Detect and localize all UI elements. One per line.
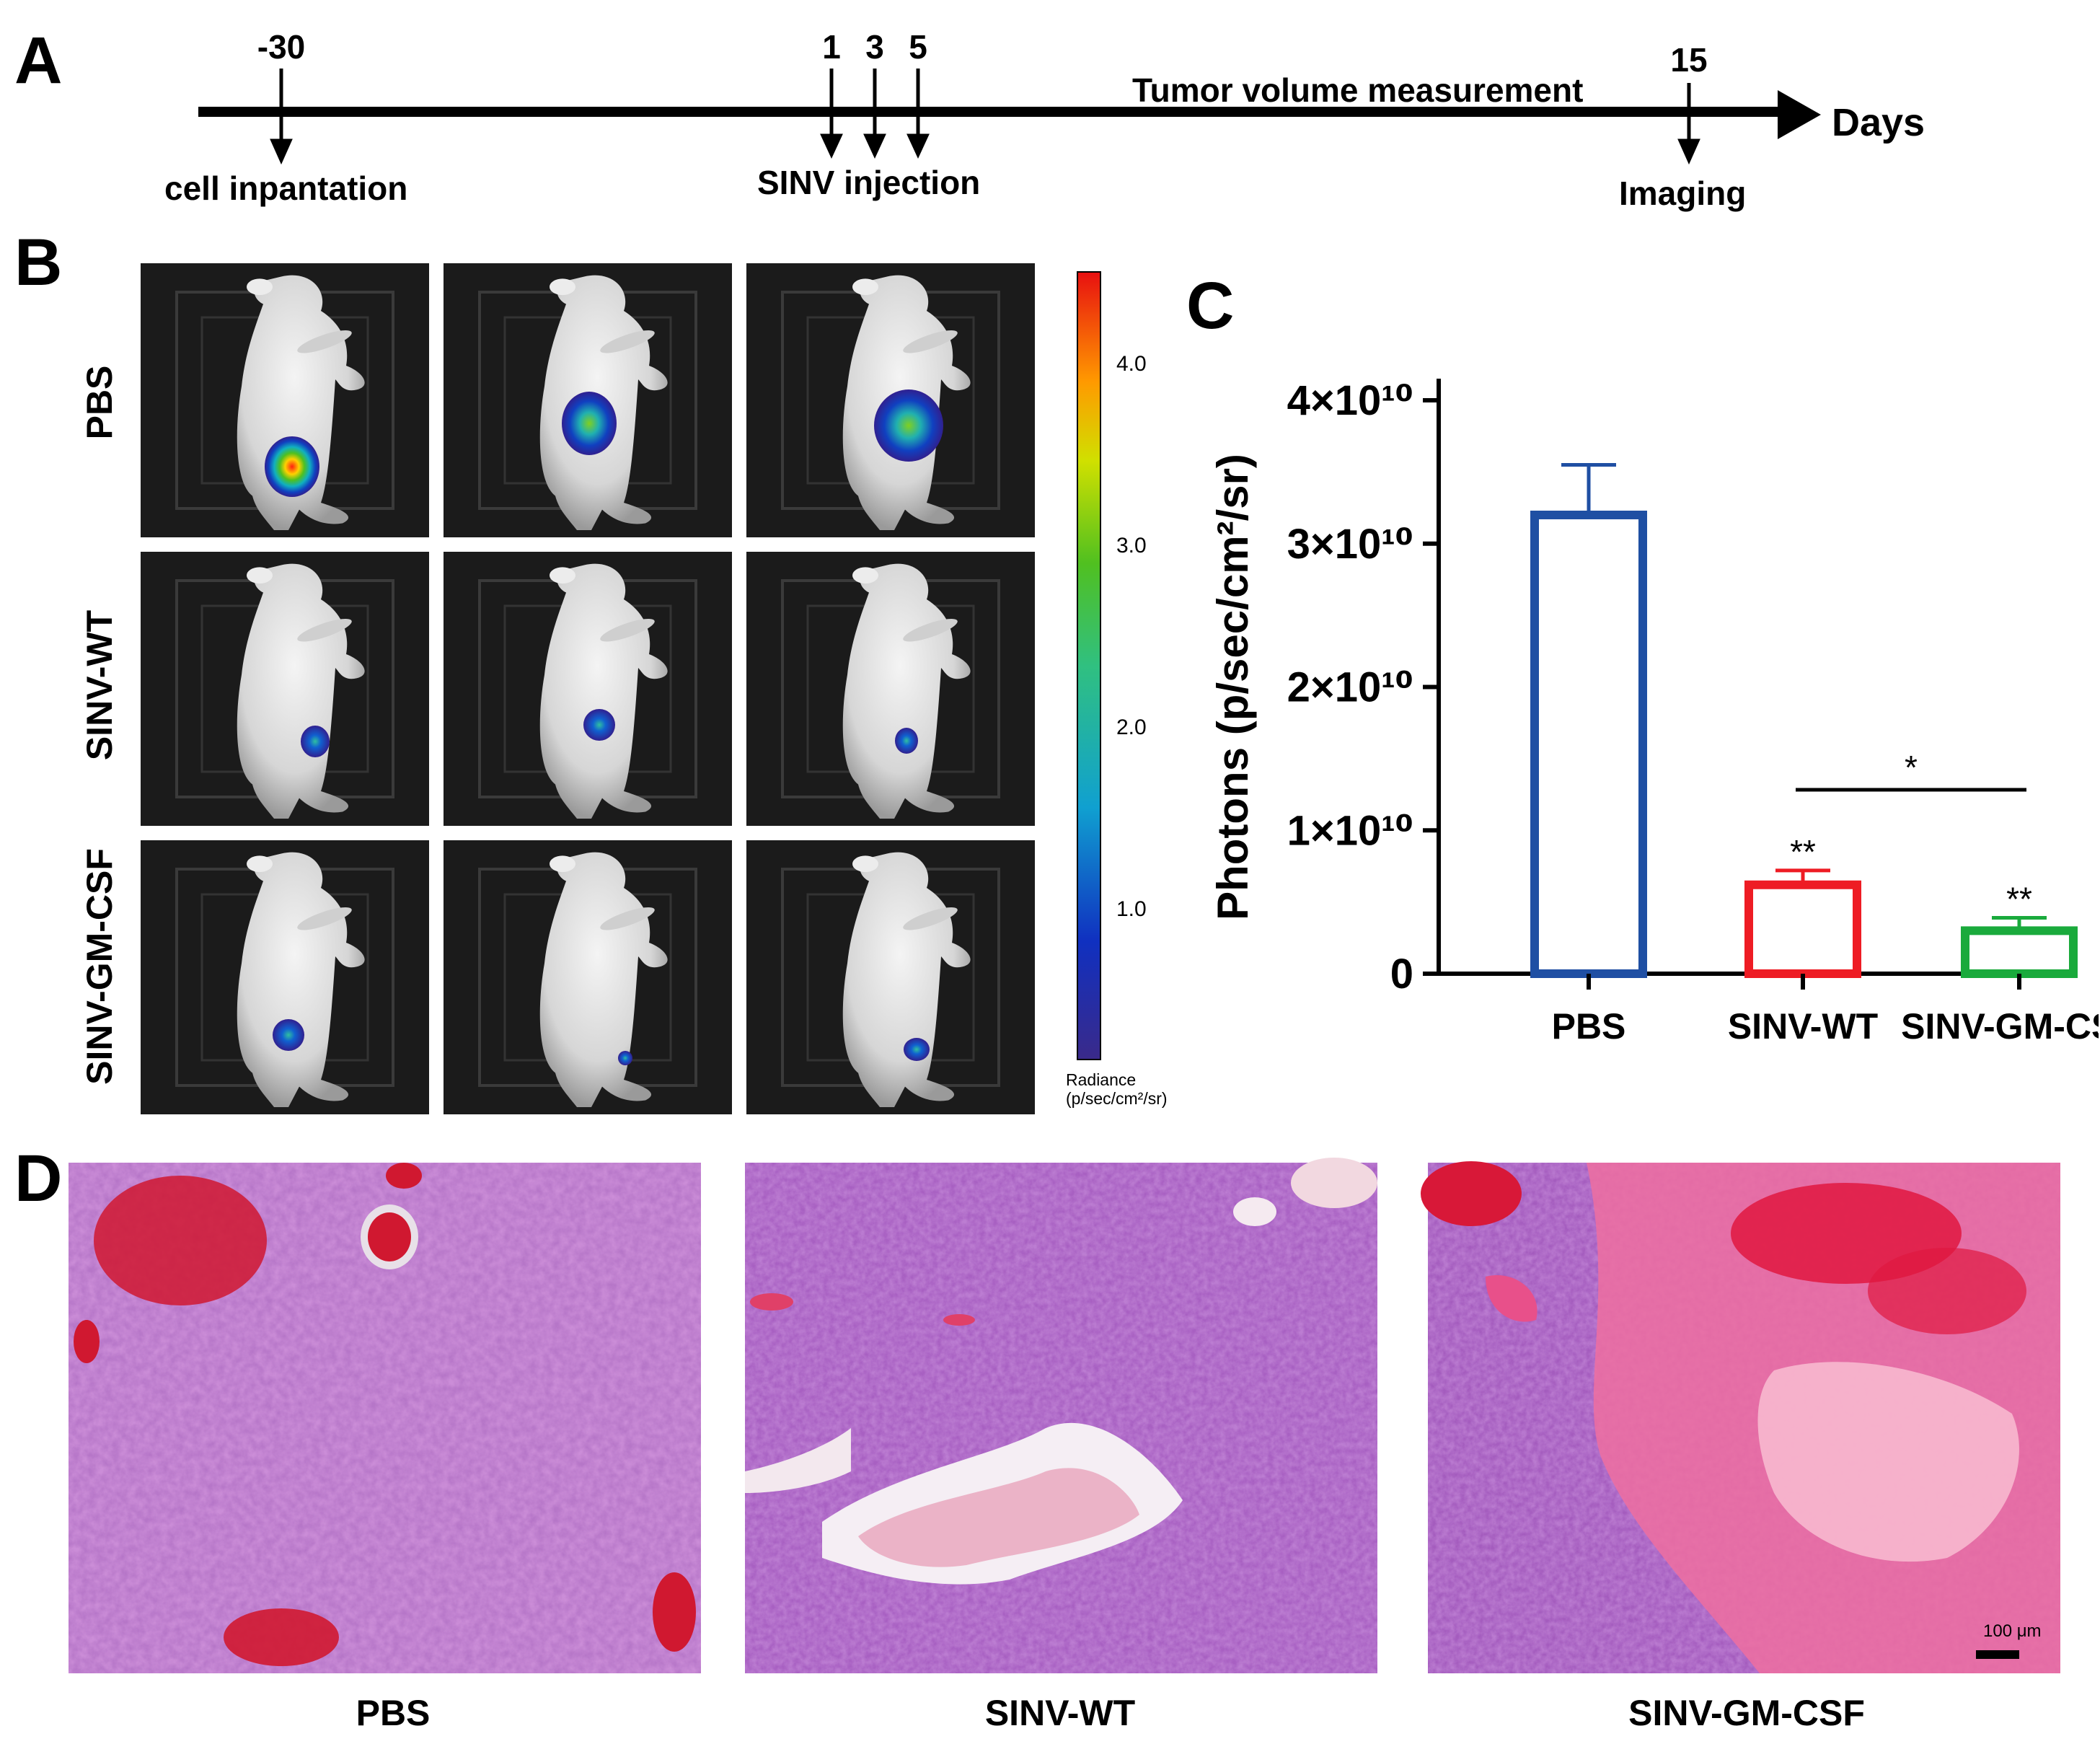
histology-label-sinv-gm-csf: SINV-GM-CSF	[1628, 1693, 1865, 1733]
y-axis-label: Photons (p/sec/cm²/sr)	[1209, 454, 1257, 920]
ivis-pbs-1	[141, 263, 431, 539]
ivis-pbs-3	[745, 263, 1036, 539]
colorbar-tick-1: 1.0	[1116, 897, 1147, 921]
histology-images	[69, 1158, 2060, 1673]
ivis-sinv-gm-csf-3	[745, 839, 1036, 1114]
y-tick-label: 0	[1390, 951, 1413, 997]
ivis-sinv-gm-csf-2	[442, 839, 733, 1114]
significance-marker: *	[1905, 749, 1918, 786]
panel-d-letter: D	[14, 1142, 63, 1215]
y-tick-label: 2×10¹⁰	[1287, 664, 1413, 711]
radiance-colorbar	[1077, 271, 1101, 1060]
ivis-image-grid	[141, 263, 1036, 1114]
imaging-row-label-sinv-gm-csf: SINV-GM-CSF	[79, 848, 120, 1085]
scale-bar	[1976, 1650, 2019, 1659]
colorbar-tick-4: 4.0	[1116, 352, 1147, 376]
panel-c-letter: C	[1186, 269, 1235, 343]
scale-bar-label: 100 μm	[1983, 1621, 2042, 1641]
y-tick-label: 3×10¹⁰	[1287, 521, 1413, 568]
timeline-day-5: 5	[909, 28, 927, 66]
timeline-axis-label: Days	[1832, 101, 1925, 144]
significance-marker: **	[2006, 880, 2032, 917]
y-tick-label: 4×10¹⁰	[1287, 377, 1413, 424]
timeline-label-sinv-injection: SINV injection	[757, 164, 981, 201]
histology-pbs	[69, 1163, 701, 1673]
ivis-sinv-gm-csf-1	[141, 839, 431, 1114]
event-arrowhead-day-minus30	[270, 138, 293, 165]
timeline-day-minus30: -30	[257, 28, 306, 66]
timeline-label-measurement: Tumor volume measurement	[1132, 71, 1584, 109]
colorbar-tick-3: 3.0	[1116, 534, 1147, 558]
colorbar-title-line2: (p/sec/cm²/sr)	[1066, 1089, 1168, 1109]
histology-label-pbs: PBS	[356, 1693, 431, 1733]
timeline-day-1: 1	[822, 28, 841, 66]
timeline-day-15: 15	[1670, 41, 1708, 79]
bar-sinv-gm-csf	[1961, 926, 2078, 978]
timeline-label-cell-implantation: cell inpantation	[164, 169, 408, 207]
bar-sinv-wt	[1744, 880, 1861, 979]
x-tick-label: SINV-GM-CSF	[1901, 1006, 2099, 1047]
timeline-arrowhead	[1778, 90, 1821, 139]
histology-sinv-wt	[745, 1158, 1377, 1673]
histology-sinv-gm-csf	[1421, 1161, 2060, 1673]
imaging-row-label-sinv-wt: SINV-WT	[79, 609, 120, 761]
ivis-sinv-wt-3	[745, 550, 1036, 827]
colorbar-title: Radiance (p/sec/cm²/sr)	[1066, 1070, 1168, 1109]
colorbar-title-line1: Radiance	[1066, 1070, 1137, 1089]
y-tick-label: 1×10¹⁰	[1287, 807, 1413, 854]
timeline-label-imaging: Imaging	[1619, 175, 1747, 212]
colorbar-tick-2: 2.0	[1116, 715, 1147, 739]
ivis-pbs-2	[442, 263, 733, 539]
photon-bar-chart: 0 1×10¹⁰ 2×10¹⁰ 3×10¹⁰ 4×10¹⁰ Photons (p/sec/…	[1209, 377, 2099, 1047]
panel-a-letter: A	[14, 24, 63, 97]
x-tick-label: SINV-WT	[1728, 1006, 1878, 1047]
bar-pbs	[1530, 511, 1647, 978]
ivis-sinv-wt-2	[442, 550, 733, 827]
timeline-day-3: 3	[865, 28, 884, 66]
imaging-row-label-pbs: PBS	[79, 365, 120, 440]
ivis-sinv-wt-1	[141, 550, 431, 827]
histology-label-sinv-wt: SINV-WT	[984, 1693, 1136, 1733]
x-tick-label: PBS	[1552, 1006, 1626, 1047]
timeline-diagram	[198, 69, 1821, 165]
significance-marker: **	[1790, 833, 1816, 871]
panel-b-letter: B	[14, 226, 63, 299]
